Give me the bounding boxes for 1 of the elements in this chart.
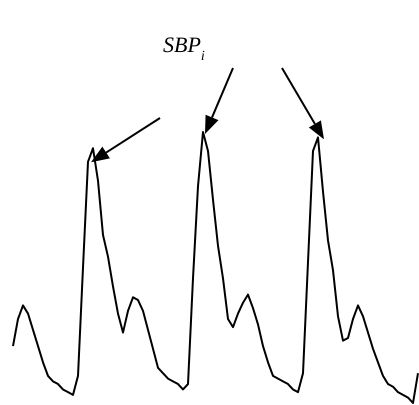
text: SBP$_{i}$ xyxy=(163,32,205,64)
